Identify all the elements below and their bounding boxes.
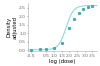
X-axis label: log (dose): log (dose): [49, 59, 76, 64]
Y-axis label: Density
adjusted: Density adjusted: [7, 16, 18, 39]
